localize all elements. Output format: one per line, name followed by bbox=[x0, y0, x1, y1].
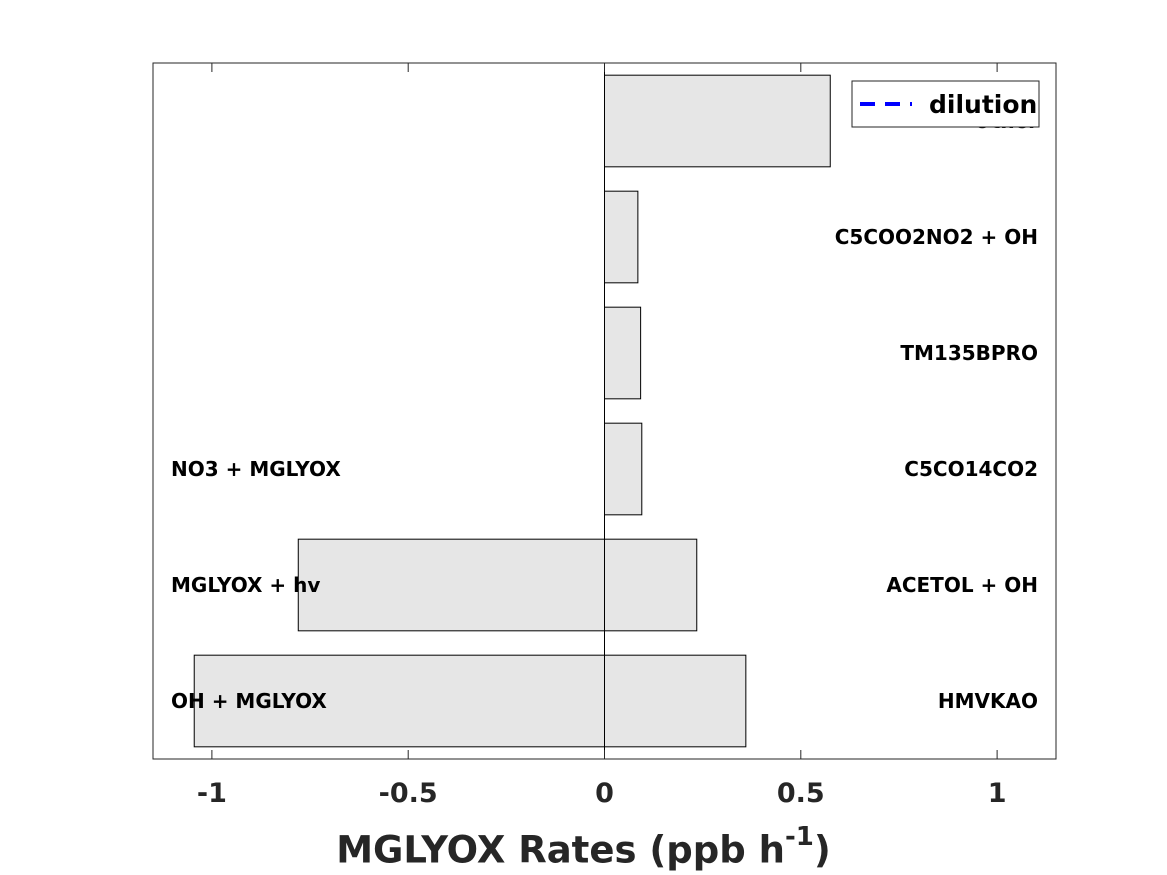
legend: dilution bbox=[851, 80, 1040, 128]
bar-label-negative-0: OH + MGLYOX bbox=[171, 689, 327, 713]
bar-label-positive-4: C5COO2NO2 + OH bbox=[835, 225, 1038, 249]
legend-label-dilution: dilution bbox=[929, 90, 1037, 119]
x-axis-label-text: MGLYOX Rates (ppb h bbox=[336, 828, 785, 872]
bar-label-negative-2: NO3 + MGLYOX bbox=[171, 457, 341, 481]
x-axis: -1 -0.5 0 0.5 1 bbox=[197, 63, 1007, 809]
x-axis-label-exponent: -1 bbox=[784, 822, 814, 852]
bar-label-positive-2: C5CO14CO2 bbox=[904, 457, 1038, 481]
bar-positive-4 bbox=[604, 190, 639, 284]
bars-layer bbox=[193, 74, 831, 748]
x-axis-label: MGLYOX Rates (ppb h-1) bbox=[0, 822, 1167, 872]
legend-box bbox=[851, 80, 1040, 128]
bar-positive-1 bbox=[604, 538, 698, 632]
bar-positive-2 bbox=[604, 422, 643, 516]
bar-labels: HMVKAO OH + MGLYOX ACETOL + OH MGLYOX + hv C… bbox=[171, 109, 1038, 713]
bar-negative-1 bbox=[297, 538, 605, 632]
bar-label-negative-1: MGLYOX + hv bbox=[171, 573, 320, 597]
bar-negative-0 bbox=[193, 654, 605, 748]
bar-positive-0 bbox=[604, 654, 747, 748]
bar-label-positive-3: TM135BPRO bbox=[900, 341, 1038, 365]
x-tick-label-4: 1 bbox=[988, 778, 1007, 809]
bar-label-positive-1: ACETOL + OH bbox=[886, 573, 1038, 597]
bar-positive-3 bbox=[604, 306, 642, 400]
x-tick-label-3: 0.5 bbox=[777, 778, 825, 809]
bar-label-positive-0: HMVKAO bbox=[938, 689, 1038, 713]
bar-positive-5 bbox=[604, 74, 831, 168]
x-tick-label-0: -1 bbox=[197, 778, 227, 809]
x-tick-label-2: 0 bbox=[595, 778, 614, 809]
x-axis-label-suffix: ) bbox=[813, 828, 831, 872]
x-tick-label-1: -0.5 bbox=[379, 778, 438, 809]
